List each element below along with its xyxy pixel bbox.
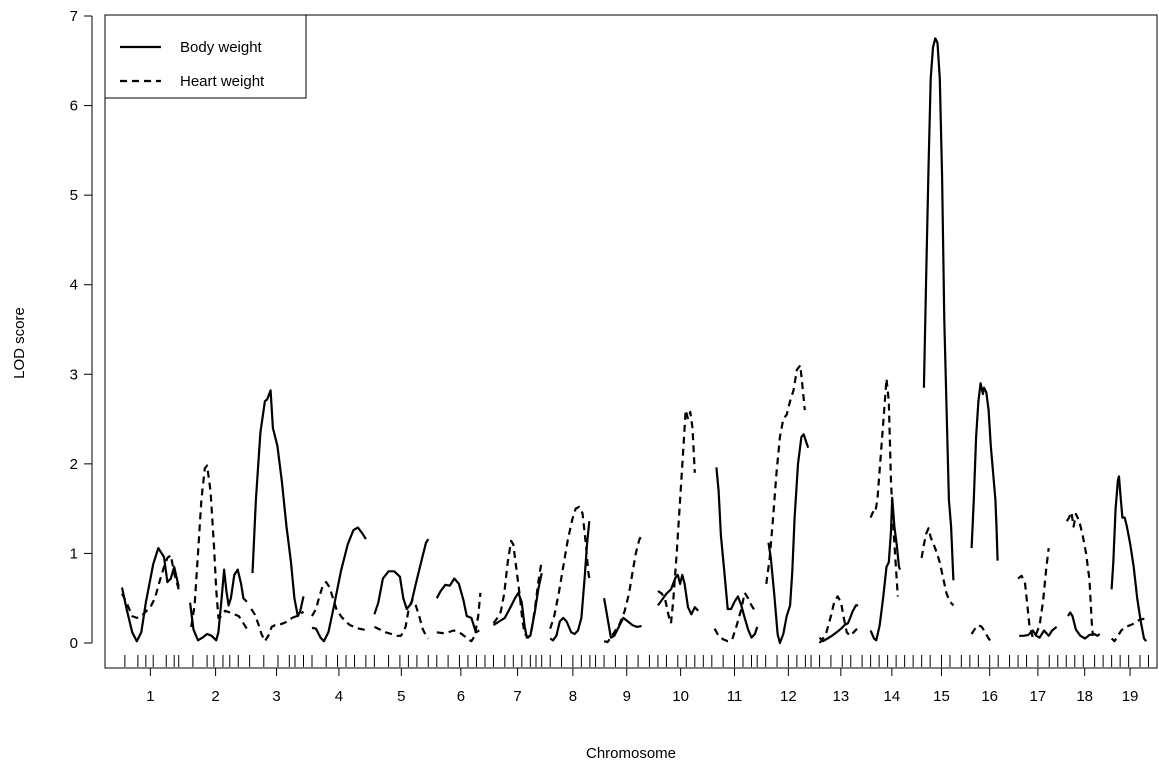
curve-chr-9: [603, 598, 642, 639]
curve-chr-4: [311, 581, 367, 632]
curve-chr-3: [251, 389, 305, 618]
chromosome-label: 6: [457, 688, 465, 705]
chromosome-label: 10: [672, 688, 689, 705]
curve-chr-17: [1019, 626, 1058, 639]
curve-chr-5: [373, 598, 430, 640]
legend: Body weight Heart weight: [104, 14, 307, 99]
curve-chr-3: [250, 608, 305, 643]
legend-box: [104, 14, 307, 99]
marker-rug: [124, 655, 1149, 667]
chromosome-label: 1: [146, 688, 154, 705]
curve-chr-10: [657, 573, 699, 616]
chromosome-label: 7: [513, 688, 521, 705]
curve-chr-12: [767, 433, 810, 645]
curve-chr-7: [492, 572, 543, 639]
chromosome-label: 19: [1122, 688, 1139, 705]
chromosome-label: 16: [981, 688, 998, 705]
y-tick-label: 2: [70, 456, 78, 473]
series-layer: [120, 37, 1149, 645]
legend-label: Heart weight: [180, 73, 265, 90]
chromosome-label: 3: [272, 688, 280, 705]
chromosome-label: 13: [832, 688, 849, 705]
curve-chr-8: [549, 505, 591, 630]
curve-chr-19: [1110, 617, 1149, 643]
curve-chr-6: [435, 577, 480, 634]
curve-chr-18: [1067, 611, 1101, 640]
chromosome-label: 15: [933, 688, 950, 705]
y-tick-label: 1: [70, 545, 78, 562]
curve-chr-14: [869, 377, 899, 597]
chromosome-label: 2: [211, 688, 219, 705]
chromosome-label: 4: [335, 688, 343, 705]
curve-chr-2: [189, 568, 248, 642]
curve-chr-17: [1017, 547, 1050, 639]
x-axis-label: Chromosome: [586, 745, 676, 762]
curve-chr-14: [869, 496, 902, 642]
series-heart-weight: [121, 364, 1149, 644]
curve-chr-12: [765, 364, 806, 585]
curve-chr-8: [549, 521, 591, 642]
curve-chr-1: [120, 547, 180, 643]
curve-chr-19: [1110, 475, 1148, 642]
chromosome-label: 17: [1030, 688, 1047, 705]
curve-chr-16: [970, 624, 992, 642]
curve-chr-1: [121, 554, 180, 619]
chromosome-label: 12: [780, 688, 797, 705]
y-tick-label: 7: [70, 8, 78, 25]
chromosome-label: 14: [884, 688, 901, 705]
curve-chr-15: [922, 37, 955, 581]
chromosome-label: 11: [727, 688, 743, 705]
curve-chr-7: [492, 539, 543, 639]
y-tick-label: 5: [70, 187, 78, 204]
x-axis: 1 2 3 4 5 6 7 8 9 10 11 12 13 14 15 16 17 18 19: [146, 668, 1138, 705]
y-tick-label: 0: [70, 635, 78, 652]
curve-chr-11: [713, 591, 756, 643]
chromosome-label: 8: [569, 688, 577, 705]
curve-chr-5: [373, 538, 430, 615]
y-tick-label: 4: [70, 277, 78, 294]
chromosome-label: 9: [623, 688, 631, 705]
curve-chr-13: [818, 604, 859, 643]
chromosome-label: 5: [397, 688, 405, 705]
curve-chr-13: [818, 595, 858, 644]
curve-chr-9: [603, 534, 643, 644]
plot-frame: [104, 14, 1158, 669]
legend-label: Body weight: [180, 39, 263, 56]
y-axis: 0 1 2 3 4 5 6 7: [70, 8, 93, 652]
curve-chr-6: [436, 592, 482, 643]
curve-chr-16: [970, 382, 999, 561]
y-tick-label: 6: [70, 98, 78, 115]
series-body-weight: [120, 37, 1148, 645]
plot-border: [104, 14, 1158, 669]
curve-chr-10: [657, 409, 696, 625]
curve-chr-15: [920, 527, 955, 607]
curve-chr-4: [311, 526, 367, 643]
curve-chr-11: [715, 467, 759, 639]
y-tick-label: 3: [70, 366, 78, 383]
chromosome-label: 18: [1076, 688, 1093, 705]
y-axis-label: LOD score: [11, 307, 28, 379]
curve-chr-2: [190, 464, 248, 630]
curve-chr-18: [1065, 511, 1094, 636]
